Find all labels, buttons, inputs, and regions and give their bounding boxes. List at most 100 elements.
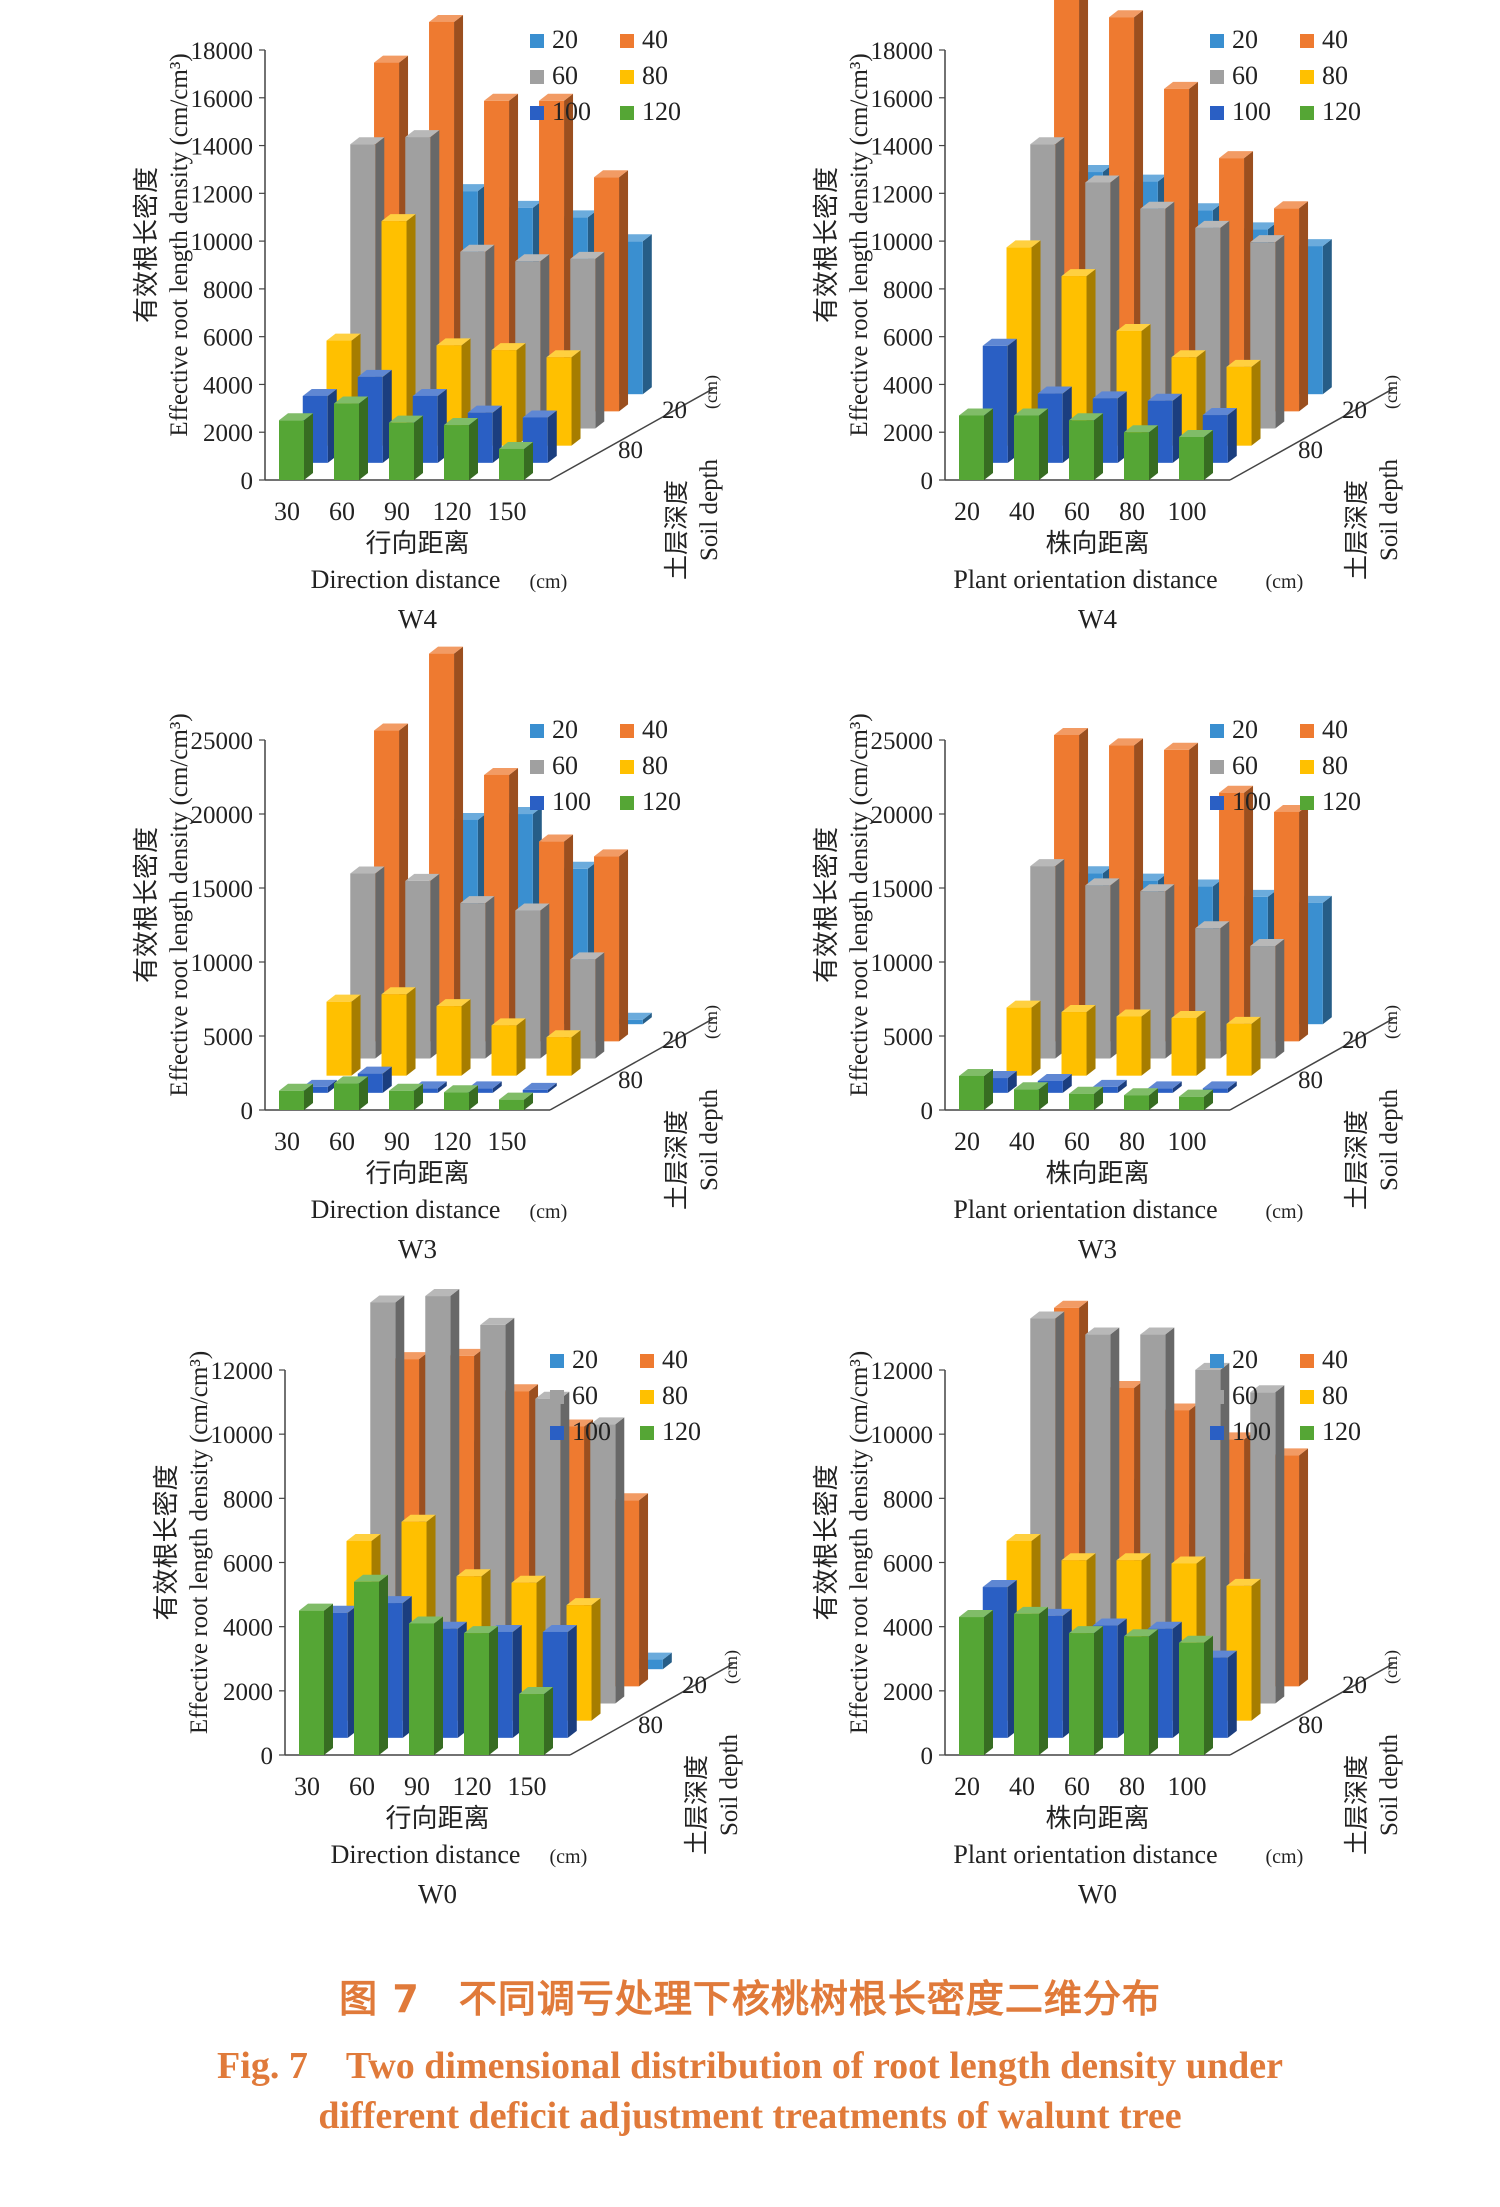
bar-top xyxy=(1061,1553,1096,1561)
bar-top xyxy=(594,170,629,178)
x-axis-unit: (cm) xyxy=(550,1846,588,1868)
bar-side xyxy=(639,1493,649,1687)
bar-side xyxy=(461,999,471,1076)
bar-120-80 xyxy=(1124,1629,1158,1755)
x-axis-label-en: Plant orientation distance xyxy=(953,1195,1217,1224)
legend-label: 60 xyxy=(552,751,578,780)
legend-item-20: 20 xyxy=(530,25,578,54)
bar-top xyxy=(1274,804,1309,812)
bar-side xyxy=(540,903,550,1059)
bar-120-150 xyxy=(499,441,533,480)
bar-top xyxy=(1226,359,1261,367)
bar-100-90 xyxy=(412,388,447,463)
panel-w0-row: 0 2000 4000 6000 8000 10000 12000 30 60 90 120 150 8… xyxy=(152,1289,743,1909)
bar-top xyxy=(1092,1618,1127,1626)
depth-axis-label-cn: 土层深度 xyxy=(1342,480,1371,580)
legend-label: 60 xyxy=(1232,1381,1258,1410)
depth-axis-unit: (cm) xyxy=(701,375,722,409)
bar-120-120 xyxy=(464,1626,498,1755)
legend-item-80: 80 xyxy=(1300,61,1348,90)
bar-120-60 xyxy=(1069,1626,1103,1755)
legend-label: 60 xyxy=(1232,751,1258,780)
bar-side xyxy=(324,1603,333,1755)
bar-front xyxy=(279,420,304,480)
bar-top xyxy=(484,767,519,775)
x-tick-label: 80 xyxy=(1119,497,1145,526)
bar-40-60 xyxy=(429,14,464,412)
x-axis-label-cn: 行向距离 xyxy=(385,1804,489,1834)
bar-top xyxy=(1164,742,1199,750)
bar-top xyxy=(1124,1088,1158,1096)
x-axis-label-cn: 行向距离 xyxy=(365,1159,469,1189)
legend-swatch xyxy=(1300,1354,1314,1368)
bar-top xyxy=(1006,1000,1041,1008)
y-tick-label: 20000 xyxy=(191,802,254,829)
bar-top xyxy=(1030,1311,1065,1319)
x-tick-label: 150 xyxy=(488,1127,527,1156)
bar-front xyxy=(959,1617,984,1755)
y-tick-label: 2000 xyxy=(223,1679,273,1706)
depth-axis-label-en: Soil depth xyxy=(1376,1733,1403,1836)
y-axis-label-cn: 有效根长密度 xyxy=(132,167,162,323)
legend-item-20: 20 xyxy=(1210,715,1258,744)
bar-top xyxy=(401,1514,436,1522)
bar-top xyxy=(982,1580,1017,1588)
bar-side xyxy=(1275,939,1285,1059)
bar-top xyxy=(389,415,423,423)
bar-front xyxy=(499,1099,524,1110)
panel-title: W4 xyxy=(398,604,437,634)
legend-item-60: 60 xyxy=(530,61,578,90)
bar-top xyxy=(1195,921,1230,929)
bar-top xyxy=(1202,1081,1237,1089)
x-tick-label: 60 xyxy=(329,1127,355,1156)
bar-top xyxy=(405,873,440,881)
bar-top xyxy=(460,896,495,904)
bar-120-20 xyxy=(959,1610,993,1755)
y-tick-label: 25000 xyxy=(191,728,254,755)
y-axis-label-cn: 有效根长密度 xyxy=(812,827,842,983)
depth-axis-line xyxy=(1229,388,1393,481)
legend-item-100: 100 xyxy=(1210,97,1271,126)
bar-side xyxy=(1275,1385,1285,1704)
x-tick-label: 60 xyxy=(1064,1127,1090,1156)
legend-item-80: 80 xyxy=(1300,751,1348,780)
bar-front xyxy=(1069,1633,1094,1755)
bar-top xyxy=(1030,859,1065,867)
legend-item-40: 40 xyxy=(620,715,668,744)
bar-side xyxy=(547,1082,557,1093)
bar-80-60 xyxy=(1116,1009,1151,1076)
bar-100-150 xyxy=(522,1082,557,1093)
bar-side xyxy=(1251,1578,1261,1721)
y-tick-label: 5000 xyxy=(883,1024,933,1051)
bar-top xyxy=(1202,408,1237,416)
bar-top xyxy=(542,1624,577,1632)
bar-120-30 xyxy=(279,413,313,480)
legend-label: 100 xyxy=(1232,1417,1271,1446)
legend-label: 40 xyxy=(1322,25,1348,54)
bar-top xyxy=(464,1626,498,1634)
depth-tick-label: 20 xyxy=(1342,1027,1367,1054)
bar-front xyxy=(522,1089,548,1093)
depth-tick-label: 80 xyxy=(1298,1067,1323,1094)
bar-80-100 xyxy=(1226,1016,1261,1076)
bar-top xyxy=(444,1085,478,1093)
bar-top xyxy=(357,1066,392,1074)
x-axis-label-cn: 株向距离 xyxy=(1045,529,1149,559)
bar-top xyxy=(522,1082,557,1090)
bar-top xyxy=(1171,1010,1206,1018)
bar-top xyxy=(519,1687,553,1695)
bar-side xyxy=(406,987,416,1076)
x-tick-label: 40 xyxy=(1009,1772,1035,1801)
legend-label: 100 xyxy=(552,787,591,816)
bar-side xyxy=(469,418,478,480)
legend-swatch xyxy=(1300,724,1314,738)
bar-side xyxy=(469,1085,478,1110)
y-tick-label: 14000 xyxy=(191,134,254,161)
depth-tick-label: 20 xyxy=(682,1672,707,1699)
depth-axis-unit: (cm) xyxy=(1381,1650,1402,1684)
bar-120-80 xyxy=(1124,1088,1158,1110)
depth-tick-label: 20 xyxy=(1342,397,1367,424)
bar-top xyxy=(334,1076,368,1084)
bar-side xyxy=(414,1083,423,1110)
bar-top xyxy=(374,723,409,731)
